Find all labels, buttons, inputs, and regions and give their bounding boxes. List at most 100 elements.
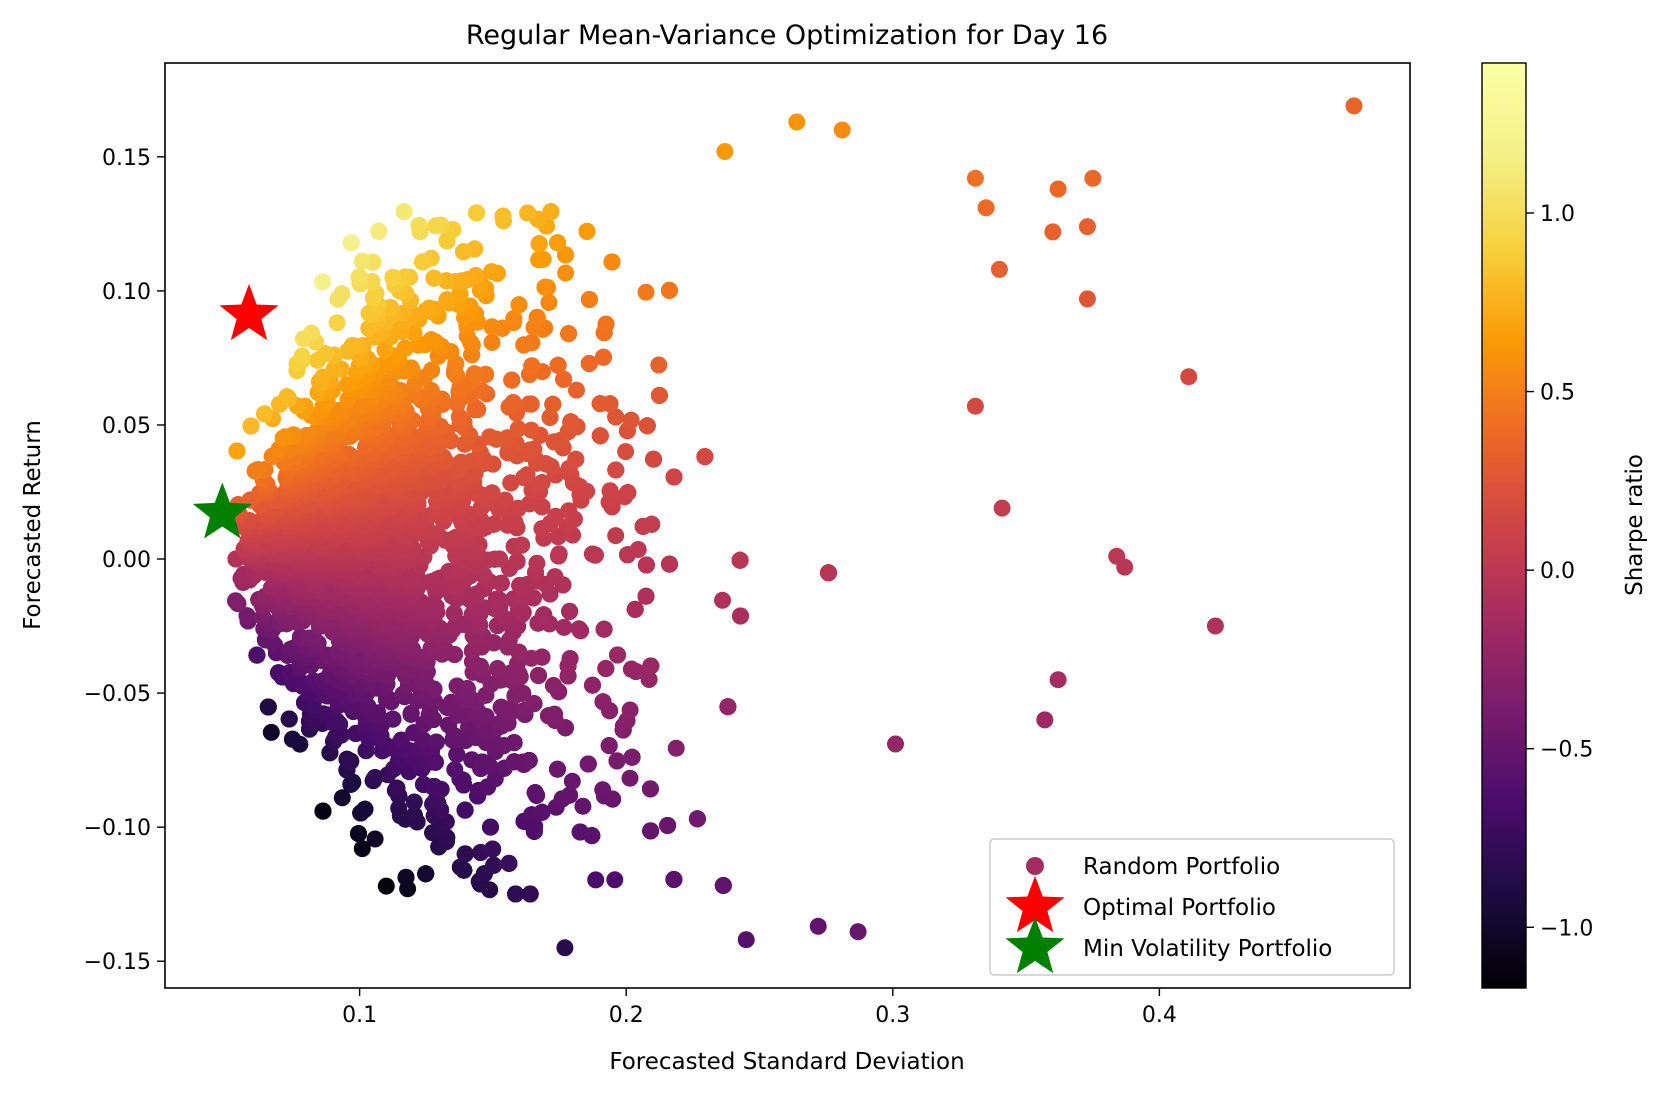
scatter-point [667, 739, 685, 757]
scatter-point [507, 885, 525, 903]
scatter-point [291, 735, 309, 753]
scatter-point [353, 840, 371, 858]
scatter-point [452, 453, 470, 471]
scatter-point [402, 704, 420, 722]
scatter-point [526, 784, 544, 802]
scatter-point [546, 705, 563, 723]
scatter-point [617, 443, 635, 461]
scatter-point [528, 554, 546, 572]
scatter-point [641, 780, 659, 798]
scatter-point [520, 752, 538, 769]
scatter-point [714, 877, 732, 894]
scatter-point [384, 710, 402, 728]
scatter-point [514, 684, 532, 702]
scatter-point [887, 735, 904, 753]
scatter-point [600, 737, 618, 755]
scatter-point [1180, 368, 1198, 386]
scatter-point [427, 733, 445, 751]
scatter-point [820, 564, 837, 582]
scatter-point [607, 461, 625, 479]
scatter-point [544, 395, 562, 413]
scatter-point [1078, 218, 1096, 236]
scatter-point [397, 868, 415, 886]
scatter-point [390, 799, 408, 817]
scatter-point [626, 600, 644, 618]
scatter-point [342, 752, 360, 770]
scatter-point [638, 417, 656, 435]
scatter-point [484, 840, 502, 858]
scatter-point [509, 420, 527, 438]
scatter-point [496, 491, 514, 509]
scatter-point [640, 671, 658, 688]
scatter-point [447, 528, 465, 546]
scatter-point [513, 536, 530, 554]
scatter-point [1206, 617, 1224, 635]
scatter-point [525, 695, 543, 713]
scatter-point [458, 680, 476, 698]
scatter-point [594, 693, 612, 711]
scatter-point [696, 448, 714, 466]
scatter-point [579, 755, 597, 773]
scatter-point [562, 413, 580, 431]
scatter-point [417, 865, 435, 883]
scatter-point [621, 701, 639, 719]
scatter-point [583, 827, 601, 845]
scatter-point [1345, 97, 1363, 115]
scatter-point [623, 748, 641, 766]
scatter-point [524, 589, 542, 607]
scatter-point [849, 923, 867, 941]
scatter-point [608, 752, 626, 770]
scatter-point [1108, 547, 1126, 565]
scatter-point [377, 877, 395, 895]
scatter-point [966, 397, 984, 415]
scatter-point [314, 802, 332, 820]
scatter-point [263, 633, 281, 651]
scatter-point [520, 395, 538, 413]
scatter-point [533, 474, 551, 492]
scatter-point [545, 677, 562, 695]
scatter-point [525, 440, 543, 458]
scatter-point [530, 667, 547, 684]
scatter-point [259, 698, 277, 716]
scatter-point [645, 450, 662, 468]
scatter-point [432, 780, 450, 798]
scatter-point [262, 723, 280, 741]
scatter-point [1049, 671, 1067, 689]
scatter-point [584, 545, 601, 563]
scatter-point [398, 662, 416, 680]
scatter-point [549, 760, 566, 778]
scatter-point [504, 394, 522, 412]
scatter-point [248, 646, 266, 664]
scatter-point [448, 746, 466, 763]
scatter-point [665, 468, 683, 486]
scatter-point [392, 731, 410, 749]
scatter-point [280, 710, 298, 728]
scatter-point [623, 660, 640, 678]
scatter-point [485, 515, 503, 533]
scatter-point [533, 803, 551, 821]
scatter-point [737, 931, 755, 949]
scatter-point [491, 550, 508, 568]
scatter-point [714, 591, 731, 609]
scatter-point [561, 786, 579, 804]
scatter-layer [227, 97, 1363, 957]
scatter-point [609, 646, 626, 664]
scatter-point [643, 515, 661, 533]
scatter-point [500, 854, 518, 872]
scatter-point [356, 800, 374, 818]
scatter-point [629, 541, 647, 558]
scatter-point [574, 797, 592, 815]
scatter-point [622, 411, 640, 429]
scatter-point [560, 502, 578, 520]
scatter-point [637, 556, 655, 574]
scatter-point [227, 592, 245, 610]
scatter-point [487, 590, 505, 608]
scatter-point [550, 545, 568, 563]
scatter-point [661, 555, 678, 573]
scatter-point [993, 499, 1011, 517]
scatter-point [446, 761, 464, 779]
scatter-point [533, 648, 551, 666]
chart-title: Regular Mean-Variance Optimization for D… [466, 20, 1108, 51]
scatter-point [731, 551, 749, 569]
